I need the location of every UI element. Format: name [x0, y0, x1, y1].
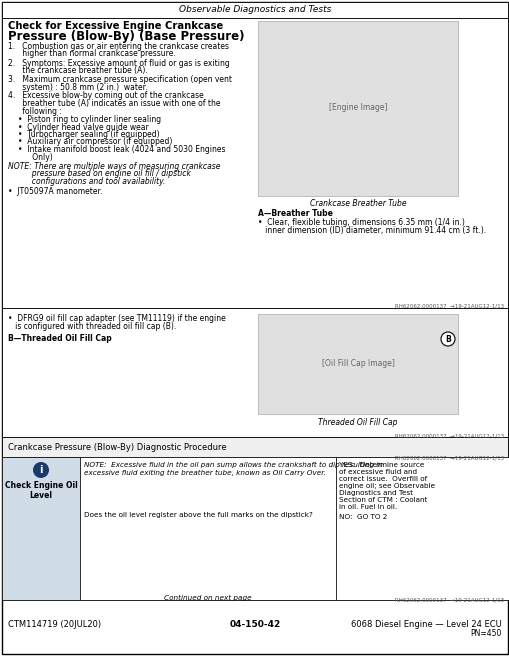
Text: higher than normal crankcase pressure.: higher than normal crankcase pressure.: [8, 49, 176, 58]
Text: •  DFRG9 oil fill cap adapter (see TM11119) if the engine: • DFRG9 oil fill cap adapter (see TM1111…: [8, 314, 225, 323]
Bar: [335, 457, 509, 600]
Text: •  Auxiliary air compressor (if equipped): • Auxiliary air compressor (if equipped): [18, 138, 172, 146]
Bar: [2, 437, 507, 457]
Text: system) : 50.8 mm (2 in.)  water.: system) : 50.8 mm (2 in.) water.: [8, 83, 147, 91]
Text: breather tube (A) indicates an issue with one of the: breather tube (A) indicates an issue wit…: [8, 99, 220, 108]
Text: pressure based on engine oil fill / dipstick: pressure based on engine oil fill / dips…: [8, 169, 190, 178]
Bar: [258, 21, 457, 196]
Bar: [258, 314, 457, 414]
Text: •  Intake manifold boost leak (4024 and 5030 Engines: • Intake manifold boost leak (4024 and 5…: [18, 145, 225, 154]
Text: RH62062.0000137  →19-21AUG12-1/13: RH62062.0000137 →19-21AUG12-1/13: [394, 598, 503, 603]
Text: 1.   Combustion gas or air entering the crankcase creates: 1. Combustion gas or air entering the cr…: [8, 42, 229, 51]
Text: excessive fluid exiting the breather tube, known as Oil Carry Over.: excessive fluid exiting the breather tub…: [84, 470, 325, 476]
Text: A—Breather Tube: A—Breather Tube: [258, 209, 332, 218]
Text: of excessive fluid and: of excessive fluid and: [338, 469, 416, 475]
Bar: [2, 2, 507, 18]
Text: Does the oil level register above the full marks on the dipstick?: Does the oil level register above the fu…: [84, 512, 312, 518]
Text: YES:  Determine source: YES: Determine source: [338, 462, 423, 468]
Text: Section of CTM : Coolant: Section of CTM : Coolant: [338, 497, 427, 503]
Text: Observable Diagnostics and Tests: Observable Diagnostics and Tests: [179, 5, 330, 14]
Text: is configured with threaded oil fill cap (B).: is configured with threaded oil fill cap…: [8, 322, 176, 331]
Text: NOTE:  Excessive fluid in the oil pan sump allows the crankshaft to dip resultin: NOTE: Excessive fluid in the oil pan sum…: [84, 462, 382, 468]
Text: 4.   Excessive blow-by coming out of the crankcase: 4. Excessive blow-by coming out of the c…: [8, 91, 204, 100]
Text: correct issue.  Overfill of: correct issue. Overfill of: [338, 476, 427, 482]
Bar: [80, 457, 335, 600]
Text: Threaded Oil Fill Cap: Threaded Oil Fill Cap: [318, 418, 397, 427]
Text: •  Cylinder head valve guide wear: • Cylinder head valve guide wear: [18, 123, 149, 131]
Text: [Oil Fill Cap Image]: [Oil Fill Cap Image]: [321, 359, 393, 369]
Text: PN=450: PN=450: [470, 629, 501, 638]
Circle shape: [33, 462, 49, 478]
Text: Crankcase Pressure (Blow-By) Diagnostic Procedure: Crankcase Pressure (Blow-By) Diagnostic …: [8, 443, 226, 451]
Bar: [2, 18, 507, 308]
Text: 04-150-42: 04-150-42: [229, 620, 280, 629]
Text: 6068 Diesel Engine — Level 24 ECU: 6068 Diesel Engine — Level 24 ECU: [351, 620, 501, 629]
Text: [Engine Image]: [Engine Image]: [328, 104, 386, 112]
Text: RH62062.0000137  →19-21AUG12-1/13: RH62062.0000137 →19-21AUG12-1/13: [394, 433, 503, 438]
Text: following :: following :: [8, 106, 62, 115]
Text: CTM114719 (20JUL20): CTM114719 (20JUL20): [8, 620, 101, 629]
Bar: [2, 457, 80, 600]
Text: •  Clear, flexible tubing, dimensions 6.35 mm (1/4 in.): • Clear, flexible tubing, dimensions 6.3…: [258, 218, 464, 227]
Text: Check for Excessive Engine Crankcase: Check for Excessive Engine Crankcase: [8, 21, 223, 31]
Text: Check Engine Oil
Level: Check Engine Oil Level: [5, 481, 77, 501]
Bar: [2, 457, 507, 600]
Text: •  Piston ring to cylinder liner sealing: • Piston ring to cylinder liner sealing: [18, 115, 161, 124]
Bar: [2, 308, 507, 437]
Text: in oil. Fuel in oil.: in oil. Fuel in oil.: [338, 504, 397, 510]
Text: 3.   Maximum crankcase pressure specification (open vent: 3. Maximum crankcase pressure specificat…: [8, 75, 232, 84]
Text: Continued on next page: Continued on next page: [164, 595, 251, 601]
Text: configurations and tool availability.: configurations and tool availability.: [8, 177, 165, 186]
Text: 2.   Symptoms: Excessive amount of fluid or gas is exiting: 2. Symptoms: Excessive amount of fluid o…: [8, 58, 229, 68]
Text: RH62062.0000137  →19-21AUG12-1/13: RH62062.0000137 →19-21AUG12-1/13: [394, 304, 503, 309]
Text: B—Threaded Oil Fill Cap: B—Threaded Oil Fill Cap: [8, 334, 111, 343]
Text: B: B: [444, 335, 450, 344]
Text: Only): Only): [18, 152, 52, 161]
Text: NO:  GO TO 2: NO: GO TO 2: [338, 514, 387, 520]
Text: engine oil; see Observable: engine oil; see Observable: [338, 483, 434, 489]
Text: •  Turbocharger sealing (if equipped): • Turbocharger sealing (if equipped): [18, 130, 159, 139]
Text: •  JT05097A manometer.: • JT05097A manometer.: [8, 186, 102, 195]
Text: i: i: [39, 465, 43, 475]
Text: inner dimension (ID) diameter, minimum 91.44 cm (3 ft.).: inner dimension (ID) diameter, minimum 9…: [258, 226, 485, 235]
Text: Pressure (Blow-By) (Base Pressure): Pressure (Blow-By) (Base Pressure): [8, 30, 244, 43]
Text: Diagnostics and Test: Diagnostics and Test: [338, 490, 412, 496]
Text: RH62062.0000137  →19-21AUG12-1/13: RH62062.0000137 →19-21AUG12-1/13: [394, 455, 503, 460]
Circle shape: [440, 332, 454, 346]
Text: NOTE: There are multiple ways of measuring crankcase: NOTE: There are multiple ways of measuri…: [8, 162, 220, 171]
Text: Crankcase Breather Tube: Crankcase Breather Tube: [309, 199, 406, 208]
Text: the crankcase breather tube (A).: the crankcase breather tube (A).: [8, 66, 148, 75]
